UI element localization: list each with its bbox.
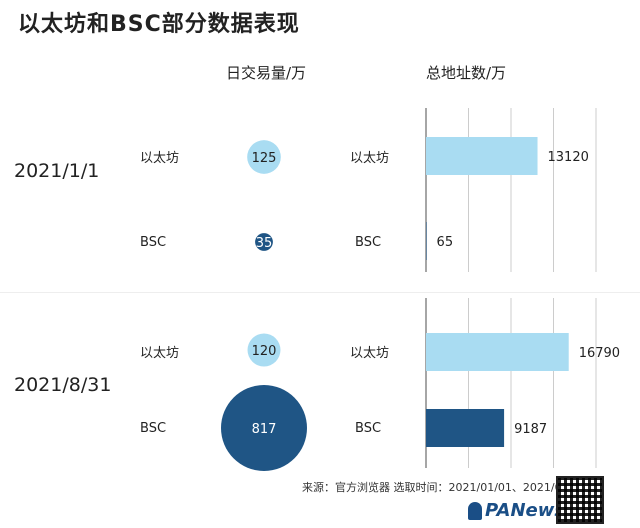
chart-title: 以太坊和BSC部分数据表现 (18, 12, 300, 37)
volume-bubble-1 (247, 140, 281, 174)
volume-column-header: 日交易量/万 (226, 64, 307, 82)
row-label-bsc-volume-1: BSC (140, 235, 167, 250)
row-label-eth-address-2: 以太坊 (350, 346, 390, 361)
brand-mark-icon (468, 501, 482, 520)
address-value-label-3: 16790 (579, 346, 620, 361)
qr-code-icon (556, 476, 604, 524)
volume-value-label-1: 125 (252, 151, 277, 166)
address-column-header: 总地址数/万 (426, 64, 507, 82)
address-bar-1 (426, 137, 538, 175)
row-label-eth-address-1: 以太坊 (350, 151, 390, 166)
date-label-2: 2021/8/31 (14, 374, 112, 396)
address-bar-4 (426, 409, 505, 447)
section-divider (0, 292, 640, 293)
volume-value-label-4: 817 (252, 422, 277, 437)
address-bar-3 (426, 333, 569, 371)
address-value-label-1: 13120 (548, 150, 589, 165)
row-label-eth-volume-2: 以太坊 (140, 346, 180, 361)
date-label-1: 2021/1/1 (14, 160, 100, 182)
source-note: 来源：官方浏览器 选取时间：2021/01/01、2021/08/31 (302, 481, 587, 494)
address-value-label-2: 65 (437, 235, 454, 250)
row-label-bsc-volume-2: BSC (140, 421, 167, 436)
row-label-bsc-address-2: BSC (355, 421, 382, 436)
volume-value-label-2: 35 (256, 236, 273, 251)
volume-bubble-3 (247, 333, 281, 367)
address-bar-2 (426, 222, 427, 260)
brand-name: PANews (485, 500, 566, 521)
volume-bubble-2 (255, 233, 273, 251)
brand-logo: PANews (468, 500, 565, 521)
volume-value-label-3: 120 (252, 344, 277, 359)
volume-bubble-4 (221, 385, 307, 471)
row-label-bsc-address-1: BSC (355, 235, 382, 250)
address-value-label-4: 9187 (514, 422, 547, 437)
row-label-eth-volume-1: 以太坊 (140, 151, 180, 166)
